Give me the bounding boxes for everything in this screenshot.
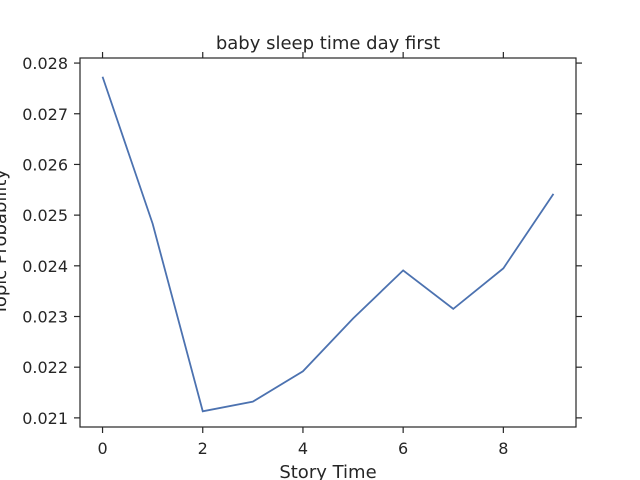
x-ticks: 0 2 4 6 8 xyxy=(97,52,508,458)
x-axis-label: Story Time xyxy=(279,462,376,480)
plot-frame xyxy=(79,57,577,428)
y-tick-label: 0.026 xyxy=(22,155,68,174)
x-tick-label: 8 xyxy=(498,439,508,458)
x-tick-label: 6 xyxy=(398,439,408,458)
y-tick-label: 0.024 xyxy=(22,257,68,276)
series-line xyxy=(101,76,555,413)
y-ticks: 0.021 0.022 0.023 0.024 0.025 0.026 0.027 0.028 xyxy=(22,54,582,428)
y-tick-label: 0.025 xyxy=(22,206,68,225)
y-tick-label: 0.022 xyxy=(22,358,68,377)
y-axis-label: Topic Probability xyxy=(0,169,11,316)
x-tick-label: 0 xyxy=(97,439,107,458)
y-tick-label: 0.028 xyxy=(22,54,68,73)
y-tick-label: 0.027 xyxy=(22,105,68,124)
x-tick-label: 4 xyxy=(298,439,308,458)
y-tick-label: 0.021 xyxy=(22,409,68,428)
chart-title: baby sleep time day first xyxy=(216,33,440,54)
x-tick-label: 2 xyxy=(198,439,208,458)
y-tick-label: 0.023 xyxy=(22,308,68,327)
